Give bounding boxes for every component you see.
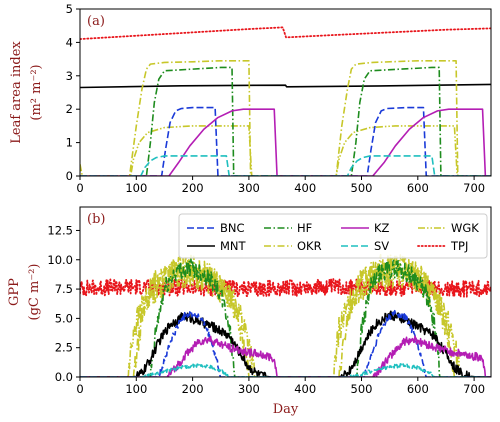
- legend-label-mnt: MNT: [220, 239, 247, 253]
- y-tick-label: 1: [66, 136, 73, 150]
- y-axis-unit-label: (m² m⁻²): [29, 64, 44, 120]
- x-tick-label: 600: [407, 181, 429, 195]
- legend-label-hf: HF: [297, 221, 312, 235]
- series-line-kz: [80, 108, 491, 176]
- panel-label: (a): [87, 14, 105, 29]
- series-line-bnc: [80, 309, 491, 377]
- series-line-okr: [80, 253, 491, 377]
- legend-label-tpj: TPJ: [450, 239, 468, 253]
- legend-label-wgk: WGK: [451, 221, 479, 235]
- legend-label-okr: OKR: [297, 239, 322, 253]
- x-tick-label: 0: [76, 382, 83, 396]
- x-tick-label: 300: [238, 382, 260, 396]
- legend-label-sv: SV: [374, 239, 389, 253]
- x-tick-label: 0: [76, 181, 83, 195]
- series-line-okr: [80, 59, 491, 176]
- y-tick-label: 12.5: [47, 223, 73, 237]
- series-line-wgk: [80, 125, 491, 176]
- x-tick-label: 500: [351, 382, 373, 396]
- series-line-mnt: [80, 310, 491, 377]
- x-tick-label: 700: [463, 181, 485, 195]
- series-line-hf: [80, 258, 491, 377]
- panel-a: 0 100 200 300 400 500 600 700 0 1 2 3 4 5 (a) Leaf area…: [9, 2, 492, 195]
- panel-label: (b): [87, 212, 105, 227]
- x-tick-label: 100: [125, 382, 147, 396]
- series-line-hf: [80, 66, 491, 176]
- legend-label-kz: KZ: [374, 221, 390, 235]
- y-axis-label: Leaf area index: [9, 41, 24, 144]
- series-line-mnt: [80, 83, 491, 89]
- series-group: [80, 26, 491, 176]
- y-tick-label: 2.5: [55, 341, 73, 355]
- series-line-tpj: [80, 26, 491, 40]
- x-tick-label: 400: [294, 181, 316, 195]
- x-tick-label: 100: [125, 181, 147, 195]
- x-axis-label: Day: [273, 402, 299, 417]
- x-tick-label: 400: [294, 382, 316, 396]
- series-group: [80, 253, 491, 377]
- x-tick-label: 300: [238, 181, 260, 195]
- x-tick-label: 700: [463, 382, 485, 396]
- y-axis-label: GPP: [7, 278, 22, 306]
- y-tick-label: 4: [66, 35, 73, 49]
- y-tick-label: 0: [66, 169, 73, 183]
- y-tick-label: 7.5: [55, 282, 73, 296]
- y-tick-label: 3: [66, 69, 73, 83]
- legend: BNC HF KZ WGK MNT OKR SV TPJ: [178, 213, 488, 259]
- y-axis-unit-label: (gC m⁻²): [27, 264, 42, 321]
- y-tick-label: 5: [66, 2, 73, 16]
- panel-b: 0 100 200 300 400 500 600 700 0.0 2.5 5.0 7.5 10.0 12…: [7, 206, 492, 417]
- y-tick-label: 2: [66, 102, 73, 116]
- x-tick-label: 600: [407, 382, 429, 396]
- x-tick-label: 500: [351, 181, 373, 195]
- y-tick-label: 5.0: [55, 311, 73, 325]
- series-line-bnc: [80, 106, 491, 176]
- series-line-sv: [80, 155, 491, 176]
- legend-label-bnc: BNC: [220, 221, 245, 235]
- x-tick-label: 200: [182, 382, 204, 396]
- plot-frame: [79, 8, 492, 177]
- series-line-kz: [80, 335, 491, 377]
- y-tick-label: 10.0: [47, 253, 73, 267]
- plot-frame: [79, 206, 492, 378]
- y-tick-label: 0.0: [55, 370, 73, 384]
- x-tick-label: 200: [182, 181, 204, 195]
- legend-box: [178, 213, 488, 259]
- series-line-sv: [80, 363, 491, 377]
